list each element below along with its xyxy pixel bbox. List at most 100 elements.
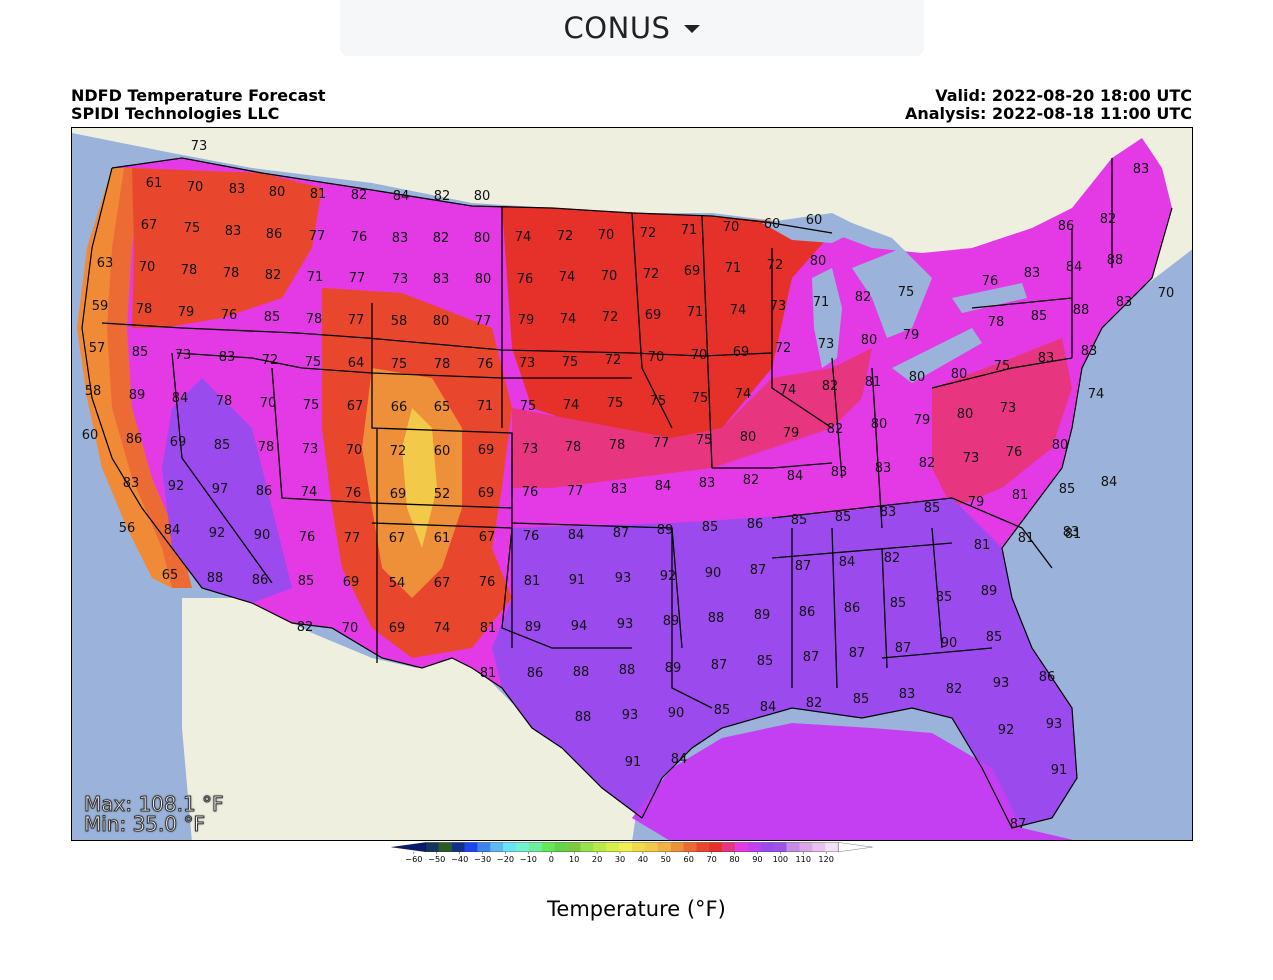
temp-label: 78 bbox=[434, 357, 451, 372]
temp-label: 85 bbox=[298, 574, 315, 589]
temp-label: 93 bbox=[617, 617, 634, 632]
temp-label: 76 bbox=[522, 485, 539, 500]
temp-label: 65 bbox=[162, 568, 179, 583]
temp-label: 83 bbox=[229, 182, 246, 197]
temp-label: 78 bbox=[258, 440, 275, 455]
temp-label: 60 bbox=[82, 428, 99, 443]
temp-label: 74 bbox=[735, 387, 752, 402]
temp-label: 72 bbox=[605, 353, 622, 368]
temp-label: 71 bbox=[681, 223, 698, 238]
temp-label: 79 bbox=[178, 305, 195, 320]
temp-label: 85 bbox=[890, 596, 907, 611]
temp-label: 84 bbox=[839, 555, 856, 570]
map-title: NDFD Temperature Forecast bbox=[71, 86, 326, 105]
temp-label: 67 bbox=[347, 399, 364, 414]
colorbar-cell bbox=[657, 842, 671, 852]
temp-label: 94 bbox=[571, 619, 588, 634]
canada-land bbox=[72, 128, 1192, 328]
temp-label: 71 bbox=[725, 261, 742, 276]
temp-label: 97 bbox=[212, 482, 229, 497]
temp-label: 72 bbox=[767, 258, 784, 273]
map-time-block: Valid: 2022-08-20 18:00 UTC Analysis: 20… bbox=[905, 87, 1192, 123]
temp-label: 78 bbox=[216, 394, 233, 409]
colorbar-cell bbox=[812, 842, 826, 852]
temp-label: 74 bbox=[434, 621, 451, 636]
gulf-band bbox=[632, 723, 1074, 840]
temp-label: 72 bbox=[262, 353, 279, 368]
temp-label: 75 bbox=[650, 394, 667, 409]
temp-label: 80 bbox=[810, 254, 827, 269]
temp-label: 83 bbox=[219, 350, 236, 365]
temp-label: 60 bbox=[806, 213, 823, 228]
temp-label: 81 bbox=[480, 666, 497, 681]
colorbar-tick-label: −50 bbox=[428, 854, 445, 864]
temp-label: 70 bbox=[260, 396, 277, 411]
temp-label: 88 bbox=[1107, 253, 1124, 268]
region-selector[interactable]: CONUS bbox=[340, 0, 924, 56]
colorbar-cell bbox=[670, 842, 684, 852]
temp-label: 81 bbox=[974, 538, 991, 553]
temp-label: 84 bbox=[1101, 475, 1118, 490]
min-temp: Min: 35.0 °F bbox=[84, 812, 206, 836]
temp-label: 77 bbox=[567, 484, 584, 499]
temp-label: 75 bbox=[696, 433, 713, 448]
temp-label: 69 bbox=[390, 487, 407, 502]
company-name: SPIDI Technologies LLC bbox=[71, 104, 280, 123]
temp-label: 58 bbox=[85, 384, 102, 399]
temp-label: 76 bbox=[1006, 445, 1023, 460]
temp-label: 82 bbox=[919, 456, 936, 471]
temp-label: 89 bbox=[129, 388, 146, 403]
temp-label: 92 bbox=[209, 526, 226, 541]
temp-label: 79 bbox=[783, 426, 800, 441]
temp-label: 73 bbox=[392, 272, 409, 287]
temp-label: 82 bbox=[822, 379, 839, 394]
temp-label: 86 bbox=[527, 666, 544, 681]
temp-label: 81 bbox=[480, 621, 497, 636]
colorbar-outline bbox=[425, 842, 839, 852]
temp-label: 83 bbox=[1038, 351, 1055, 366]
temp-label: 81 bbox=[524, 574, 541, 589]
temp-label: 78 bbox=[136, 302, 153, 317]
lake-huron bbox=[852, 248, 932, 338]
temp-label: 83 bbox=[1024, 266, 1041, 281]
temp-label: 78 bbox=[988, 315, 1005, 330]
temp-label: 52 bbox=[434, 487, 451, 502]
colorbar-cell bbox=[567, 842, 581, 852]
temp-label: 69 bbox=[170, 435, 187, 450]
temp-label: 75 bbox=[607, 396, 624, 411]
temp-label: 72 bbox=[643, 267, 660, 282]
temp-label: 75 bbox=[994, 359, 1011, 374]
temp-label: 75 bbox=[305, 355, 322, 370]
colorbar-cell bbox=[451, 842, 465, 852]
temp-label: 86 bbox=[747, 517, 764, 532]
temp-label: 83 bbox=[899, 687, 916, 702]
temp-label: 76 bbox=[982, 274, 999, 289]
temp-label: 74 bbox=[515, 230, 532, 245]
temp-label: 86 bbox=[256, 484, 273, 499]
temp-label: 79 bbox=[518, 313, 535, 328]
temp-label: 88 bbox=[708, 611, 725, 626]
temp-label: 58 bbox=[391, 314, 408, 329]
temp-label: 80 bbox=[909, 370, 926, 385]
temp-label: 78 bbox=[223, 266, 240, 281]
temp-label: 70 bbox=[346, 443, 363, 458]
colorbar-cell bbox=[696, 842, 710, 852]
temp-label: 70 bbox=[601, 269, 618, 284]
temp-label: 89 bbox=[525, 620, 542, 635]
temp-label: 82 bbox=[297, 620, 314, 635]
temp-label: 73 bbox=[818, 337, 835, 352]
temp-label: 69 bbox=[343, 575, 360, 590]
caret-down-icon bbox=[684, 25, 701, 33]
analysis-time: Analysis: 2022-08-18 11:00 UTC bbox=[904, 104, 1192, 123]
temp-label: 70 bbox=[691, 348, 708, 363]
temp-label: 76 bbox=[351, 230, 368, 245]
colorbar-cell bbox=[490, 842, 504, 852]
colorbar-tick-label: −40 bbox=[451, 854, 468, 864]
temp-label: 83 bbox=[1081, 344, 1098, 359]
colorbar-label: Temperature (°F) bbox=[547, 897, 726, 921]
temp-label: 60 bbox=[764, 217, 781, 232]
temp-label: 89 bbox=[657, 523, 674, 538]
temp-label: 75 bbox=[184, 221, 201, 236]
temp-label: 85 bbox=[936, 590, 953, 605]
temp-label: 82 bbox=[351, 188, 368, 203]
